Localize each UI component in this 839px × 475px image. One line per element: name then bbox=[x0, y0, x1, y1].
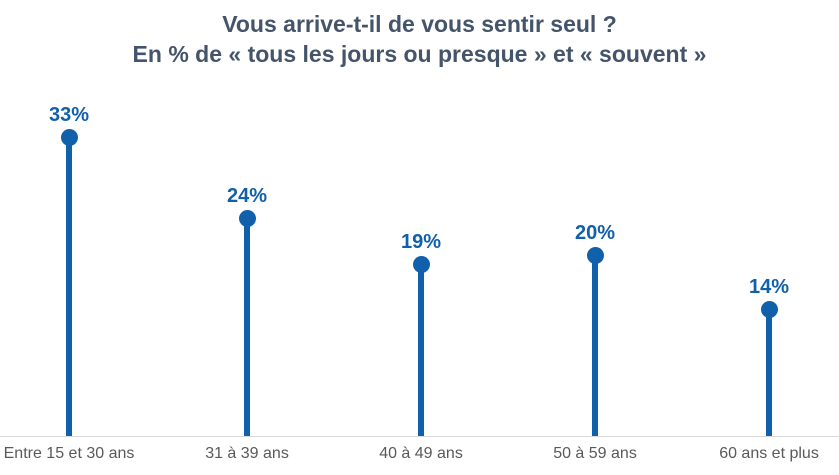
x-axis-label: 50 à 59 ans bbox=[553, 445, 637, 462]
lollipop-stem bbox=[418, 264, 424, 436]
x-axis-label: 31 à 39 ans bbox=[205, 445, 289, 462]
chart-title-line1: Vous arrive-t-il de vous sentir seul ? bbox=[222, 11, 617, 37]
data-point-marker bbox=[412, 255, 430, 273]
data-point-marker bbox=[60, 128, 78, 146]
x-axis-label: Entre 15 et 30 ans bbox=[3, 445, 135, 462]
data-value-label: 20% bbox=[574, 221, 616, 244]
x-axis-label: 40 à 49 ans bbox=[379, 445, 463, 462]
x-axis: Entre 15 et 30 ans 31 à 39 ans 40 à 49 ans… bbox=[0, 438, 839, 475]
data-point-marker bbox=[238, 210, 256, 228]
data-value-label: 33% bbox=[48, 103, 90, 126]
lollipop-stem bbox=[244, 218, 250, 436]
chart-title-line2: En % de « tous les jours ou presque » et… bbox=[132, 41, 707, 67]
data-value-label: 14% bbox=[748, 275, 790, 298]
plot-area: 33% 24% 19% 20% 14% bbox=[0, 103, 839, 437]
lollipop-stem bbox=[766, 309, 772, 436]
x-axis-label: 60 ans et plus bbox=[719, 445, 819, 462]
data-point-marker bbox=[586, 246, 604, 264]
lollipop-stem bbox=[592, 255, 598, 436]
data-value-label: 24% bbox=[226, 185, 268, 208]
data-point-marker bbox=[760, 300, 778, 318]
lollipop-stem bbox=[66, 137, 72, 436]
data-value-label: 19% bbox=[400, 230, 442, 253]
chart-title: Vous arrive-t-il de vous sentir seul ? E… bbox=[0, 9, 839, 69]
